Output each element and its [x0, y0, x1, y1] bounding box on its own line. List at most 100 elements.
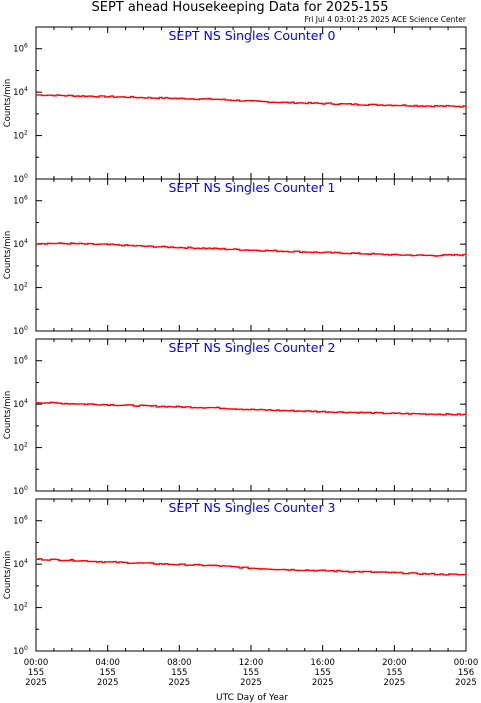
data-point — [35, 242, 37, 244]
data-point — [429, 105, 431, 107]
x-tick-day: 155 — [243, 668, 259, 678]
data-point — [71, 243, 73, 245]
data-point — [71, 403, 73, 405]
y-tick-exponent: 4 — [24, 558, 28, 565]
series-line — [36, 94, 467, 108]
data-point — [250, 409, 252, 411]
y-tick-label: 10 — [13, 197, 24, 207]
x-tick-time: 00:00 — [24, 658, 49, 668]
data-point — [322, 102, 324, 105]
panel-title: SEPT NS Singles Counter 1 — [168, 180, 335, 195]
data-point — [286, 569, 288, 571]
data-point — [71, 559, 73, 561]
data-point — [429, 573, 431, 575]
x-tick-day: 155 — [315, 668, 331, 678]
y-tick-exponent: 2 — [24, 442, 28, 449]
y-tick-exponent: 4 — [24, 86, 28, 93]
plot-frame — [35, 498, 467, 652]
x-tick-time: 16:00 — [310, 658, 335, 668]
timestamp: Fri Jul 4 03:01:25 2025 ACE Science Cent… — [304, 15, 466, 24]
series-line — [36, 558, 467, 576]
data-point — [465, 574, 467, 576]
x-tick-day: 155 — [28, 668, 44, 678]
data-point — [465, 413, 467, 416]
x-tick-time: 04:00 — [95, 658, 120, 668]
panel-title: SEPT NS Singles Counter 0 — [168, 28, 335, 43]
data-point — [429, 413, 431, 415]
y-axis-label: Counts/min — [3, 79, 13, 128]
data-point — [107, 561, 109, 563]
data-point — [142, 245, 145, 247]
y-tick-label: 10 — [13, 88, 24, 98]
data-point — [250, 249, 252, 251]
y-tick-exponent: 0 — [24, 173, 28, 180]
x-tick-day: 155 — [100, 668, 116, 678]
x-axis-label: UTC Day of Year — [216, 693, 288, 703]
data-point — [250, 100, 252, 102]
data-point — [322, 411, 324, 413]
data-point — [357, 411, 360, 414]
figure-title: SEPT ahead Housekeeping Data for 2025-15… — [92, 0, 389, 15]
plot-frame — [35, 338, 467, 492]
x-tick-day: 155 — [386, 668, 402, 678]
data-point — [322, 570, 324, 572]
y-tick-label: 10 — [13, 284, 24, 294]
x-tick-year: 2025 — [312, 678, 334, 688]
x-tick-time: 20:00 — [382, 658, 407, 668]
y-tick-exponent: 0 — [24, 325, 28, 332]
data-point — [142, 97, 145, 99]
data-point — [322, 251, 324, 254]
y-tick-label: 10 — [13, 444, 24, 454]
data-point — [465, 105, 467, 108]
y-tick-label: 10 — [13, 45, 24, 55]
data-point — [214, 407, 216, 409]
y-tick-label: 10 — [13, 560, 24, 570]
y-tick-exponent: 6 — [24, 195, 28, 202]
y-axis-label: Counts/min — [3, 551, 13, 600]
x-tick-year: 2025 — [169, 678, 191, 688]
data-point — [142, 405, 145, 407]
panel-title: SEPT NS Singles Counter 2 — [168, 340, 335, 355]
data-point — [286, 250, 288, 252]
data-point — [286, 410, 288, 412]
y-tick-label: 10 — [13, 175, 24, 185]
data-point — [107, 96, 109, 98]
y-tick-exponent: 6 — [24, 515, 28, 522]
y-tick-label: 10 — [13, 604, 24, 614]
data-point — [178, 246, 180, 249]
data-point — [465, 254, 467, 256]
y-tick-exponent: 2 — [24, 130, 28, 137]
series-line — [36, 242, 467, 257]
x-tick-time: 00:00 — [454, 658, 479, 668]
x-tick-time: 08:00 — [167, 658, 192, 668]
data-point — [214, 98, 216, 100]
y-tick-label: 10 — [13, 517, 24, 527]
y-tick-label: 10 — [13, 132, 24, 142]
y-axis-label: Counts/min — [3, 231, 13, 280]
y-tick-exponent: 6 — [24, 355, 28, 362]
data-point — [71, 95, 73, 97]
x-tick-time: 12:00 — [239, 658, 264, 668]
data-point — [250, 567, 252, 569]
y-tick-exponent: 2 — [24, 282, 28, 289]
data-point — [429, 254, 431, 257]
data-point — [178, 97, 180, 100]
data-point — [393, 254, 395, 256]
data-point — [214, 565, 216, 567]
data-point — [35, 94, 37, 96]
plot-frame — [35, 26, 467, 180]
x-tick-year: 2025 — [97, 678, 119, 688]
y-tick-exponent: 0 — [24, 645, 28, 652]
data-point — [35, 558, 37, 560]
y-tick-exponent: 4 — [24, 238, 28, 245]
y-tick-label: 10 — [13, 647, 24, 657]
x-tick-day: 155 — [171, 668, 187, 678]
